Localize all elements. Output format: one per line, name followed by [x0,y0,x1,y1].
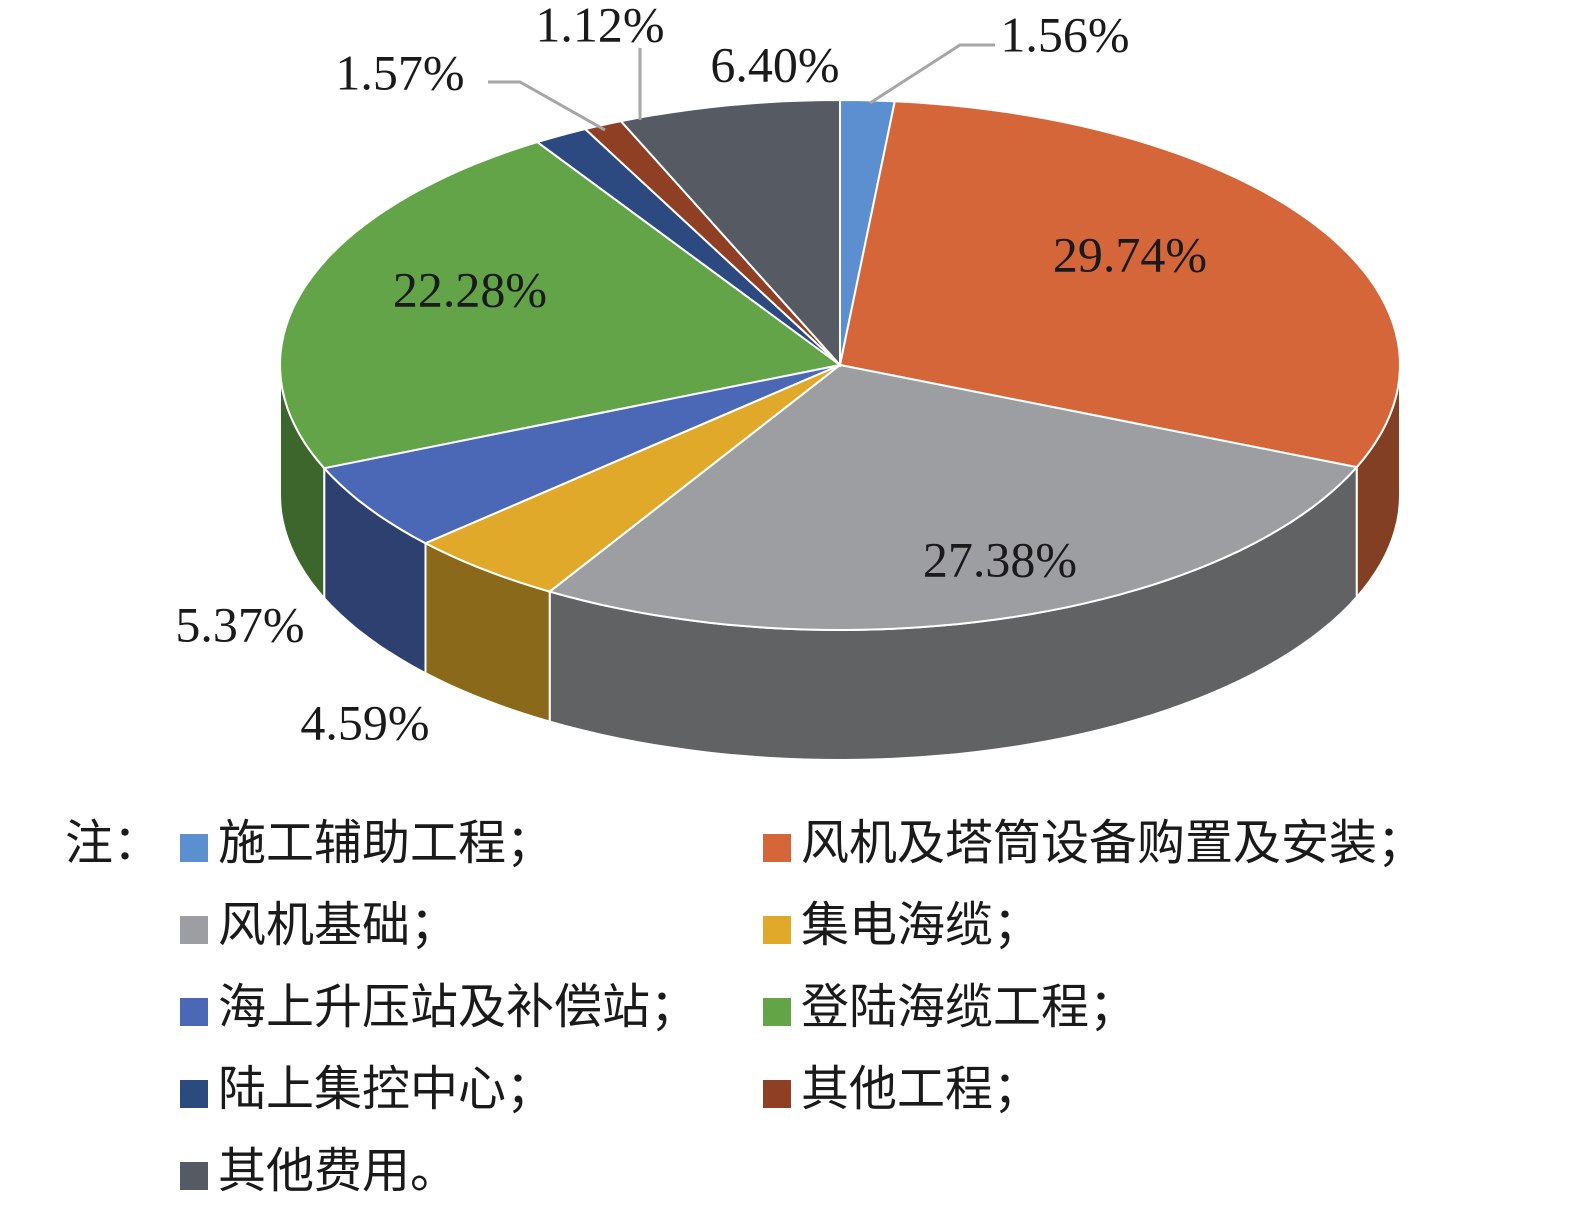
data-label: 4.59% [300,694,429,750]
data-label: 1.57% [335,44,464,100]
legend-label: 施工辅助工程； [218,817,554,870]
data-label: 1.12% [535,0,664,52]
slice [278,140,843,470]
slice [547,363,1359,632]
leader-line [869,43,995,105]
slice [322,364,841,545]
data-label: 29.74% [1053,226,1207,282]
leader-line [488,80,606,132]
legend-title: 注： [65,817,161,870]
data-label: 6.40% [710,36,839,92]
legend-swatch [763,1080,791,1108]
legend-swatch [180,916,208,944]
slice [423,364,841,593]
legend-label: 风机及塔筒设备购置及安装； [801,817,1425,870]
legend-swatch [763,916,791,944]
legend-label: 风机基础； [218,899,458,952]
slice [618,98,841,368]
data-label: 27.38% [923,531,1077,587]
legend-label: 陆上集控中心； [218,1063,554,1116]
legend-label: 登陆海缆工程； [801,981,1137,1034]
slice [838,100,1401,469]
legend-label: 集电海缆； [801,899,1041,952]
legend-label: 其他工程； [801,1063,1041,1116]
data-label: 22.28% [393,261,547,317]
legend-swatch [180,834,208,862]
data-label: 1.56% [1000,6,1129,62]
legend-swatch [763,998,791,1026]
legend-swatch [180,1080,208,1108]
legend-label: 其他费用。 [218,1145,458,1198]
legend-swatch [763,834,791,862]
legend-label: 海上升压站及补偿站； [218,981,698,1034]
legend-swatch [180,1162,208,1190]
data-label: 5.37% [175,596,304,652]
legend-swatch [180,998,208,1026]
